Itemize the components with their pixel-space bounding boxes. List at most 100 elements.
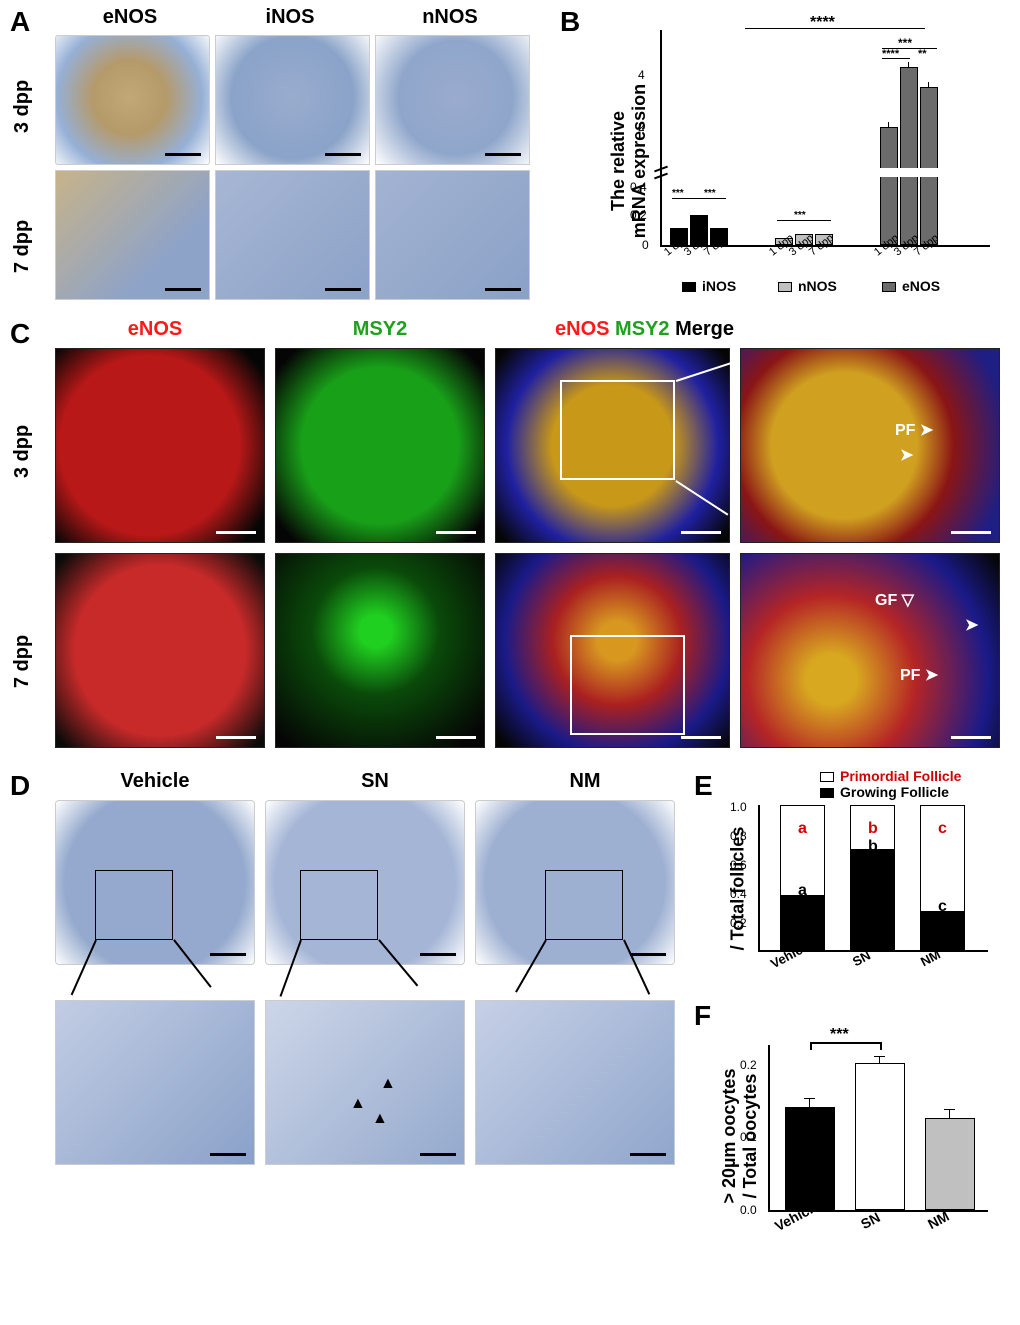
panel-b-label: B <box>560 6 580 38</box>
sig-star-nnos: *** <box>794 210 806 221</box>
col-inos: iNOS <box>230 6 350 29</box>
col-enos: eNOS <box>70 6 190 29</box>
e-tick-0.8: 0.8 <box>730 829 747 843</box>
chart-f: > 20µm oocytes/ Total oocytes 0.2 0.1 0.… <box>710 1020 1005 1260</box>
err-enos-7 <box>928 82 929 87</box>
histo-inos-7dpp <box>215 170 370 300</box>
histo-enos-3dpp <box>55 35 210 165</box>
d-col-veh: Vehicle <box>95 770 215 793</box>
e-leg-prim: Primordial Follicle <box>840 768 961 784</box>
d-sn-zoom <box>300 870 378 940</box>
histo-enos-7dpp <box>55 170 210 300</box>
chart-e: / Total follicles 1.0 0.8 0.6 0.4 0.2 a … <box>710 800 1005 990</box>
pf-label-7: PF ➤ <box>900 665 938 685</box>
e-letter: c <box>938 820 947 838</box>
b-ytick-0.2: 0.2 <box>630 208 647 222</box>
e-letter: a <box>798 820 807 838</box>
f-bar-sn <box>855 1063 905 1210</box>
pf-arrow2-3: ➤ <box>900 445 913 465</box>
histo-nnos-7dpp <box>375 170 530 300</box>
f-yaxis <box>768 1045 770 1210</box>
f-err-veh-cap <box>804 1098 815 1099</box>
pf-label-3: PF ➤ <box>895 420 933 440</box>
sn-arrow: ▲ <box>380 1075 396 1093</box>
e-bar-nm-black <box>920 911 965 950</box>
b-yaxis <box>660 30 662 245</box>
f-sigline-v2 <box>880 1042 882 1050</box>
histo-nnos-3dpp <box>375 35 530 165</box>
c-enos-3 <box>55 348 265 543</box>
leg-enos-box <box>882 282 896 292</box>
d-nm-2 <box>475 1000 675 1165</box>
row-7dpp: 7 dpp <box>11 220 34 273</box>
c-msy2-3 <box>275 348 485 543</box>
c-col-msy2: MSY2 <box>320 318 440 341</box>
bar-enos-7 <box>920 87 938 245</box>
c-enos-7 <box>55 553 265 748</box>
e-tick-0.4: 0.4 <box>730 887 747 901</box>
c-col-enos: eNOS <box>95 318 215 341</box>
f-tick-0.0: 0.0 <box>740 1203 757 1217</box>
panel-e-label: E <box>694 770 713 802</box>
d-nm-zoom <box>545 870 623 940</box>
gf-label: GF ▽ <box>875 590 914 610</box>
e-letter: b <box>868 838 878 856</box>
c-row-3dpp: 3 dpp <box>11 425 34 478</box>
e-yaxis <box>758 805 760 950</box>
e-tick-1.0: 1.0 <box>730 800 747 814</box>
err-enos-1 <box>888 122 889 127</box>
f-sigstar: *** <box>830 1026 849 1044</box>
e-letter: b <box>868 820 878 838</box>
sn-arrow: ▲ <box>350 1095 366 1113</box>
panel-f-label: F <box>694 1000 711 1032</box>
sig-star2: *** <box>898 36 912 50</box>
f-err-sn <box>879 1056 880 1063</box>
d-col-nm: NM <box>525 770 645 793</box>
leg-enos: eNOS <box>902 278 940 294</box>
bar-enos-3 <box>900 67 918 245</box>
f-bar-nm <box>925 1118 975 1210</box>
d-veh-zoom <box>95 870 173 940</box>
panel-d-label: D <box>10 770 30 802</box>
c-zoom-3 <box>560 380 675 480</box>
chart-b: The relativemRNA expression 4 2 0.4 0.2 … <box>600 20 1005 300</box>
f-tick-0.2: 0.2 <box>740 1058 757 1072</box>
c-zoom-7 <box>570 635 685 735</box>
sig-star3: **** <box>882 48 899 60</box>
d-sn-2 <box>265 1000 465 1165</box>
leg-inos: iNOS <box>702 278 736 294</box>
e-leg-grow: Growing Follicle <box>840 784 949 800</box>
sig-line <box>745 28 925 29</box>
leg-inos-box <box>682 282 696 292</box>
f-sigline-v1 <box>810 1042 812 1050</box>
f-err-sn-cap <box>874 1056 885 1057</box>
f-err-nm-cap <box>944 1109 955 1110</box>
sig-star-inos2: *** <box>704 188 716 199</box>
c-merge-3-zoom <box>740 348 1000 543</box>
c-msy2-7 <box>275 553 485 748</box>
e-letter: c <box>938 898 947 916</box>
b-ytick-0.4: 0.4 <box>630 180 647 194</box>
e-letter: a <box>798 882 807 900</box>
b-ytick-2: 2 <box>638 120 645 134</box>
b-ytick-4: 4 <box>638 68 645 82</box>
e-tick-0.6: 0.6 <box>730 858 747 872</box>
bar-break1 <box>878 168 940 177</box>
panel-a-label: A <box>10 6 30 38</box>
f-tick-0.1: 0.1 <box>740 1130 757 1144</box>
leg-nnos-box <box>778 282 792 292</box>
sig-star: **** <box>810 14 835 32</box>
err-enos-3 <box>908 62 909 67</box>
histo-inos-3dpp <box>215 35 370 165</box>
c-row-7dpp: 7 dpp <box>11 635 34 688</box>
f-bar-veh <box>785 1107 835 1210</box>
e-leg-prim-box <box>820 772 834 782</box>
pf-arrow2-7: ➤ <box>965 615 978 635</box>
e-tick-0.2: 0.2 <box>730 916 747 930</box>
d-veh-2 <box>55 1000 255 1165</box>
f-err-veh <box>809 1098 810 1107</box>
c-col-merge: eNOS MSY2 Merge <box>555 318 734 341</box>
row-3dpp: 3 dpp <box>11 80 34 133</box>
bar-enos-1 <box>880 127 898 245</box>
col-nnos: nNOS <box>390 6 510 29</box>
